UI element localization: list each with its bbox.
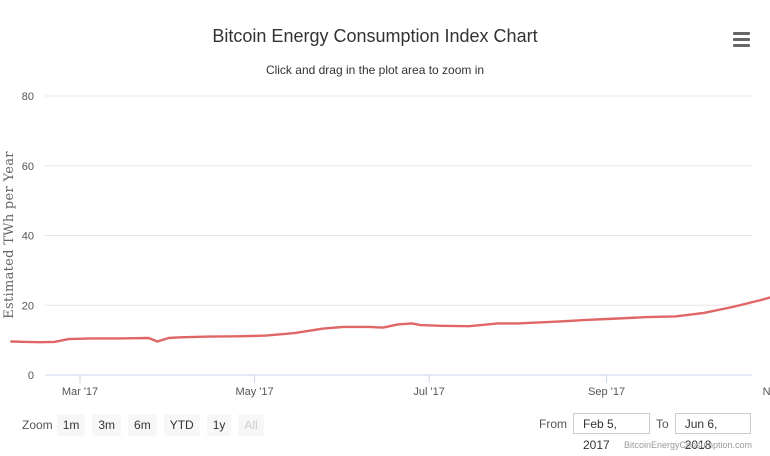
to-date-input[interactable]: Jun 6, 2018 (674, 413, 751, 452)
y-tick-label: 60 (22, 161, 34, 173)
x-tick-label: Sep '17 (588, 386, 625, 398)
zoom-6m-button[interactable]: 6m (128, 414, 157, 436)
x-tick-label: Nov '17 (763, 386, 770, 398)
y-tick-label: 0 (28, 370, 34, 382)
range-to: To Jun 6, 2018 (656, 413, 751, 452)
zoom-ytd-button[interactable]: YTD (163, 414, 200, 436)
x-tick-label: Mar '17 (62, 386, 98, 398)
zoom-label: Zoom (22, 418, 53, 432)
x-tick-label: May '17 (235, 386, 273, 398)
credits-link[interactable]: BitcoinEnergyConsumption.com (623, 440, 752, 450)
zoom-3m-button[interactable]: 3m (92, 414, 122, 436)
x-tick-label: Jul '17 (413, 386, 444, 398)
y-axis-ticks: 0 20 40 60 80 (22, 91, 34, 382)
zoom-1y-button[interactable]: 1y (206, 414, 232, 436)
zoom-all-button[interactable]: All (238, 414, 264, 436)
range-selector-buttons: Zoom 1m 3m 6m YTD 1y All (22, 413, 271, 437)
to-label: To (656, 416, 669, 431)
from-date-input[interactable]: Feb 5, 2017 (573, 413, 650, 452)
y-tick-label: 40 (22, 231, 34, 243)
series-line (10, 296, 770, 344)
zoom-1m-button[interactable]: 1m (56, 414, 86, 436)
grid-lines (45, 95, 752, 306)
y-axis-label: Estimated TWh per Year (2, 151, 17, 319)
chart-title: Bitcoin Energy Consumption Index Chart (212, 26, 538, 46)
y-tick-label: 20 (22, 300, 34, 312)
hamburger-menu-icon[interactable] (733, 32, 750, 48)
range-from: From Feb 5, 2017 (539, 413, 650, 452)
series-layer (10, 296, 770, 344)
chart-subtitle: Click and drag in the plot area to zoom … (265, 63, 485, 77)
y-tick-label: 80 (22, 91, 34, 103)
from-label: From (539, 416, 567, 431)
